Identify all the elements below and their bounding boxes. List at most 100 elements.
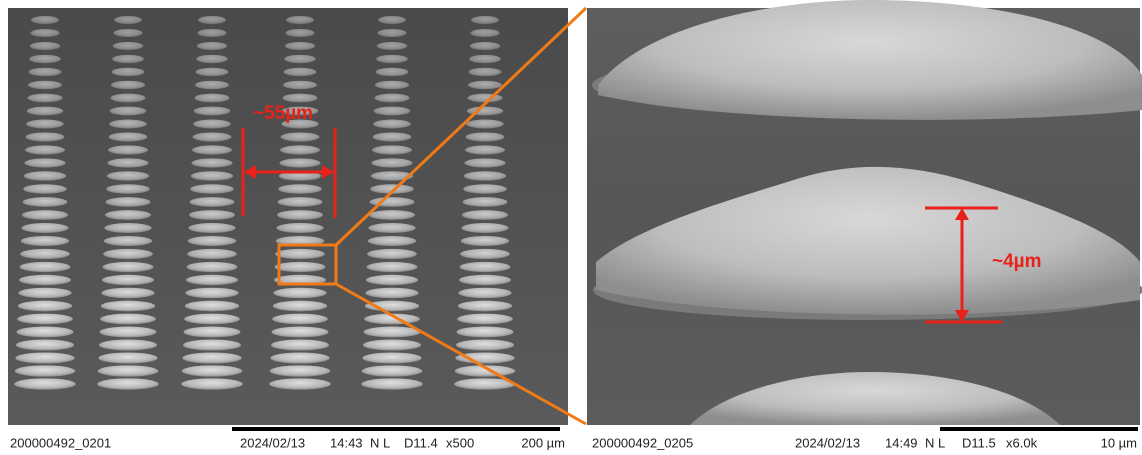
microlens [464, 158, 506, 168]
arrow-heads [955, 208, 969, 322]
microlens [23, 171, 67, 181]
microlens [189, 197, 235, 207]
left-sem-image [8, 8, 568, 425]
microlens [367, 235, 417, 247]
microlens [461, 223, 509, 233]
microlens [190, 184, 234, 194]
date: 2024/02/13 [795, 435, 860, 450]
microlens [16, 326, 74, 338]
microlens [469, 41, 501, 51]
microlens [281, 106, 319, 116]
microlens [456, 326, 514, 338]
microlens [195, 67, 229, 77]
microlens [104, 223, 152, 233]
microlens [373, 119, 411, 129]
microlens [469, 54, 501, 64]
microlens [282, 93, 318, 103]
microlens [468, 80, 502, 90]
microlens [183, 339, 241, 351]
microlens [367, 248, 417, 260]
annotation: ~4µm [992, 251, 1042, 272]
microlens [23, 184, 67, 194]
microlens [463, 184, 507, 194]
microlens [269, 378, 331, 390]
microlens [457, 300, 513, 312]
microlens [365, 287, 419, 299]
microlens [377, 28, 407, 38]
microlens [18, 287, 72, 299]
microlens [181, 378, 243, 390]
right-footer: 200000492_0205 2024/02/13 14:49 N L D11.… [592, 427, 1138, 450]
microlens [26, 119, 64, 129]
microlens [28, 80, 62, 90]
microlens [186, 274, 238, 286]
image-id: 200000492_0205 [592, 435, 693, 450]
zoom-line [334, 6, 588, 247]
microlens [463, 171, 507, 181]
microlens [181, 365, 243, 377]
zoom-box [277, 243, 338, 286]
microlens [189, 210, 235, 220]
microlens [183, 326, 241, 338]
microlens [274, 261, 326, 273]
microlens [17, 300, 73, 312]
microlens [184, 313, 240, 325]
microlens [110, 93, 146, 103]
microlens [192, 145, 232, 155]
microlens [275, 248, 325, 260]
microlens [372, 145, 412, 155]
microlens [108, 145, 148, 155]
microlens [106, 171, 150, 181]
microlens [370, 184, 414, 194]
microlens [31, 16, 59, 24]
microlens [278, 184, 322, 194]
microlens [460, 235, 510, 247]
microlens [283, 80, 317, 90]
microlens [188, 223, 236, 233]
microlens [279, 158, 321, 168]
microlens [20, 235, 70, 247]
microlens [15, 352, 75, 364]
microlens [273, 287, 327, 299]
microlens [465, 145, 505, 155]
microlens [109, 119, 147, 129]
microlens [30, 28, 60, 38]
microlens [22, 210, 68, 220]
microlens [272, 313, 328, 325]
microlens [102, 261, 154, 273]
image-id: 200000492_0201 [10, 435, 111, 450]
microlens [102, 274, 154, 286]
microlens [99, 326, 157, 338]
microlens [28, 67, 62, 77]
microlens [454, 378, 516, 390]
right-sem-image: ~4µm [587, 0, 1142, 425]
microlens [278, 171, 322, 181]
microlens [193, 106, 231, 116]
microlens [111, 80, 145, 90]
microlens [103, 235, 153, 247]
microlens [271, 339, 329, 351]
microlens [17, 313, 73, 325]
microlens [105, 210, 151, 220]
microlens [100, 313, 156, 325]
microlens [281, 119, 319, 129]
microlens [109, 106, 147, 116]
microlens [107, 158, 149, 168]
date: 2024/02/13 [240, 435, 305, 450]
microlens [112, 54, 144, 64]
microlens [186, 261, 238, 273]
microlens [272, 300, 328, 312]
microlens [362, 352, 422, 364]
microlens [271, 326, 329, 338]
mound [690, 372, 1060, 425]
microlens [374, 93, 410, 103]
mode: N L [925, 435, 945, 450]
microlens [465, 132, 505, 142]
microlens [190, 171, 234, 181]
working-distance: D11.5 [962, 435, 996, 450]
microlens [467, 93, 503, 103]
microlens [29, 41, 61, 51]
microlens [194, 93, 230, 103]
microlens [376, 54, 408, 64]
